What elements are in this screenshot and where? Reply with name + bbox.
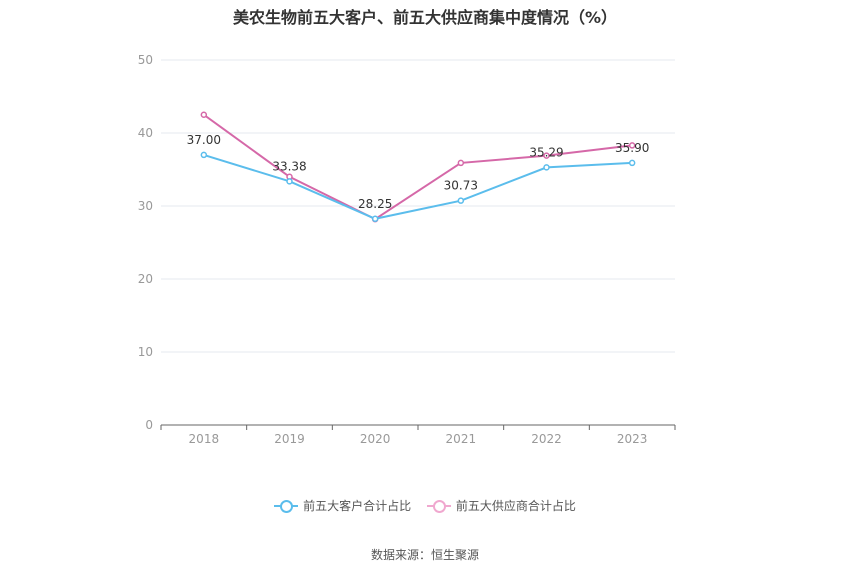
- data-point-customers: [371, 215, 379, 223]
- y-tick-label: 20: [138, 272, 153, 286]
- data-label: 37.00: [187, 133, 221, 147]
- data-point-suppliers: [200, 111, 208, 118]
- legend-item-suppliers[interactable]: 前五大供应商合计占比: [426, 497, 576, 514]
- series-line-customers: [203, 153, 633, 220]
- data-point-customers: [200, 151, 208, 159]
- legend-customers-label: 前五大客户合计占比: [303, 499, 412, 513]
- x-tick-label: 2020: [360, 432, 391, 446]
- chart-title: 美农生物前五大客户、前五大供应商集中度情况（%）: [232, 8, 618, 27]
- y-tick-label: 0: [145, 418, 153, 432]
- x-tick-label: 2023: [617, 432, 648, 446]
- data-label: 33.38: [272, 159, 306, 173]
- series-line-suppliers: [203, 113, 633, 221]
- source-note: 数据来源：恒生聚源: [370, 548, 479, 562]
- data-label: 28.25: [358, 197, 392, 211]
- x-tick-label: 2022: [531, 432, 562, 446]
- legend-customers-marker-icon: [274, 499, 299, 513]
- legend-suppliers-marker-icon: [426, 499, 451, 513]
- data-label: 30.73: [444, 179, 478, 193]
- data-point-customers: [286, 178, 293, 185]
- legend: 前五大客户合计占比 前五大供应商合计占比: [0, 497, 850, 516]
- data-point-customers: [628, 159, 636, 167]
- data-label: 35.29: [529, 145, 563, 159]
- y-tick-label: 30: [138, 199, 153, 213]
- legend-item-customers[interactable]: 前五大客户合计占比: [274, 497, 411, 514]
- x-tick-label: 2019: [274, 432, 305, 446]
- y-tick-label: 50: [138, 53, 153, 67]
- x-tick-label: 2021: [446, 432, 477, 446]
- legend-suppliers-label: 前五大供应商合计占比: [455, 499, 576, 513]
- data-point-customers: [543, 164, 550, 171]
- y-tick-label: 10: [138, 345, 153, 359]
- x-tick-label: 2018: [189, 432, 220, 446]
- data-point-suppliers: [628, 142, 636, 149]
- data-point-customers: [457, 197, 465, 204]
- data-label: 35.90: [615, 141, 649, 155]
- data-point-suppliers: [543, 152, 550, 159]
- y-tick-label: 40: [138, 126, 153, 140]
- data-point-suppliers: [457, 159, 465, 167]
